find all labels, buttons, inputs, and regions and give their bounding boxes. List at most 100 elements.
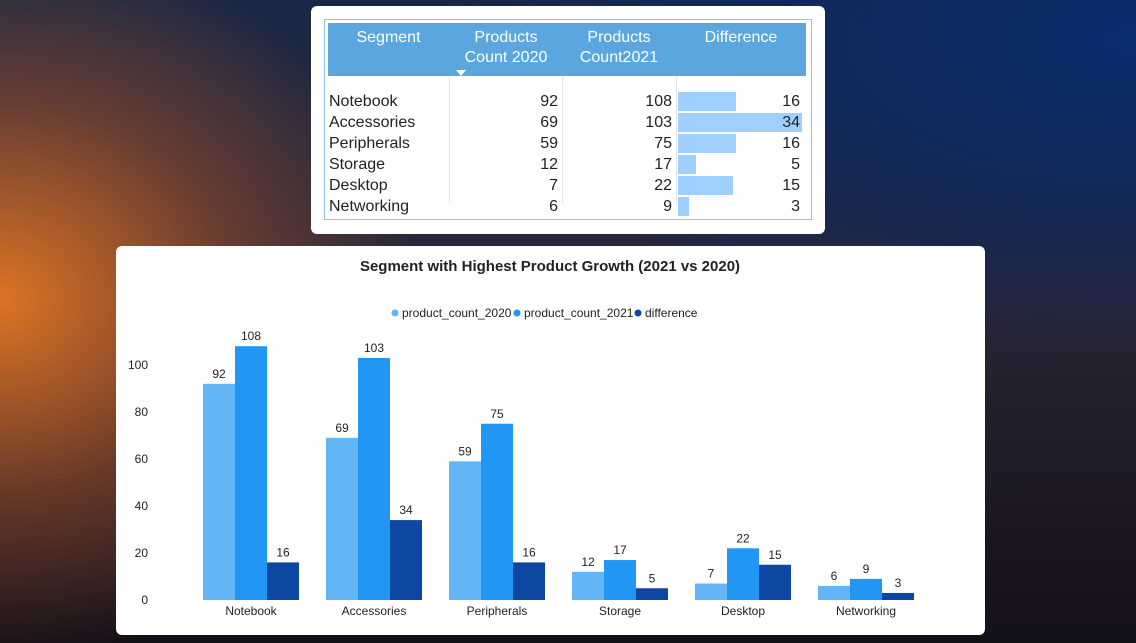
data-label: 6 [831,569,838,583]
data-label: 103 [364,341,384,355]
table-header: Segment Products Count 2020 Products Cou… [328,23,806,76]
header-count-2020[interactable]: Products Count 2020 [464,29,548,66]
header-count-2021[interactable]: Products Count2021 [579,29,659,66]
cell-count-2020: 69 [540,114,558,131]
data-label: 15 [768,548,782,562]
y-tick-label: 0 [141,593,148,607]
category-label: Notebook [225,604,277,618]
y-tick-label: 60 [135,452,149,466]
data-label: 9 [863,562,870,576]
category-label: Desktop [721,604,765,618]
sort-descending-icon[interactable] [456,70,466,76]
header-difference[interactable]: Difference [704,29,778,46]
y-tick-label: 80 [135,405,149,419]
bar-chart: Segment with Highest Product Growth (202… [128,258,914,618]
data-label: 17 [613,543,627,557]
data-label: 3 [895,576,902,590]
cell-segment: Peripherals [329,135,410,152]
cell-count-2021: 103 [645,114,672,131]
category-label: Networking [836,604,896,618]
header-segment[interactable]: Segment [356,29,421,46]
cell-segment: Storage [329,156,386,173]
table-row[interactable]: Desktop 7 22 15 [325,175,813,196]
products-table: Segment Products Count 2020 Products Cou… [324,19,812,220]
cell-count-2020: 59 [540,135,558,152]
bar [235,346,267,600]
column-divider [449,76,450,204]
table-row[interactable]: Peripherals 59 75 16 [325,133,813,154]
bar [513,562,545,600]
data-label: 16 [276,545,290,559]
y-tick-label: 100 [128,358,148,372]
cell-difference: 15 [782,177,800,194]
difference-data-bar [678,113,802,132]
column-divider [562,76,563,204]
cell-count-2021: 22 [654,177,672,194]
bar [572,571,604,600]
data-label: 22 [736,531,750,545]
table-row[interactable]: Accessories 69 103 34 [325,112,813,133]
data-label: 34 [399,503,413,517]
chart-panel: Segment with Highest Product Growth (202… [116,246,985,635]
data-label: 75 [490,407,504,421]
bar [759,564,791,600]
difference-data-bar [678,134,736,153]
data-label: 12 [581,555,595,569]
bar [358,357,390,600]
cell-segment: Accessories [329,114,416,131]
cell-count-2020: 6 [549,198,558,215]
legend-label: product_count_2020 [402,306,512,320]
bar [390,520,422,600]
cell-count-2021: 75 [654,135,672,152]
column-divider [676,76,677,204]
data-label: 16 [522,545,536,559]
bar [449,461,481,600]
bar [267,562,299,600]
bar [636,588,668,600]
y-tick-label: 20 [135,546,149,560]
difference-data-bar [678,92,736,111]
cell-difference: 5 [791,156,800,173]
bar [481,423,513,600]
legend-label: product_count_2021 [524,306,634,320]
cell-count-2020: 12 [540,156,558,173]
category-label: Storage [599,604,641,618]
cell-count-2020: 92 [540,93,558,110]
table-panel: Segment Products Count 2020 Products Cou… [311,6,825,234]
table-row[interactable]: Storage 12 17 5 [325,154,813,175]
data-label: 7 [708,567,715,581]
bar [818,585,850,600]
cell-difference: 16 [782,93,800,110]
legend-marker [391,309,399,317]
legend-marker [634,309,642,317]
data-label: 69 [335,421,349,435]
bar [882,592,914,600]
cell-count-2020: 7 [549,177,558,194]
difference-data-bar [678,197,689,216]
cell-count-2021: 17 [654,156,672,173]
legend-marker [513,309,521,317]
data-label: 5 [649,571,656,585]
cell-difference: 34 [782,114,800,131]
cell-count-2021: 9 [663,198,672,215]
cell-difference: 16 [782,135,800,152]
bar [604,560,636,600]
bar [695,583,727,600]
table-row[interactable]: Networking 6 9 3 [325,196,813,217]
cell-segment: Networking [329,198,410,215]
data-label: 59 [458,444,472,458]
cell-segment: Desktop [329,177,388,194]
bar [326,437,358,600]
bar [203,383,235,600]
table-row[interactable]: Notebook 92 108 16 [325,91,813,112]
difference-data-bar [678,155,696,174]
cell-count-2021: 108 [645,93,672,110]
data-label: 92 [212,367,226,381]
y-tick-label: 40 [135,499,149,513]
cell-difference: 3 [791,198,800,215]
category-label: Peripherals [467,604,528,618]
chart-title: Segment with Highest Product Growth (202… [360,258,740,275]
data-label: 108 [241,329,261,343]
difference-data-bar [678,176,733,195]
bar [850,578,882,600]
